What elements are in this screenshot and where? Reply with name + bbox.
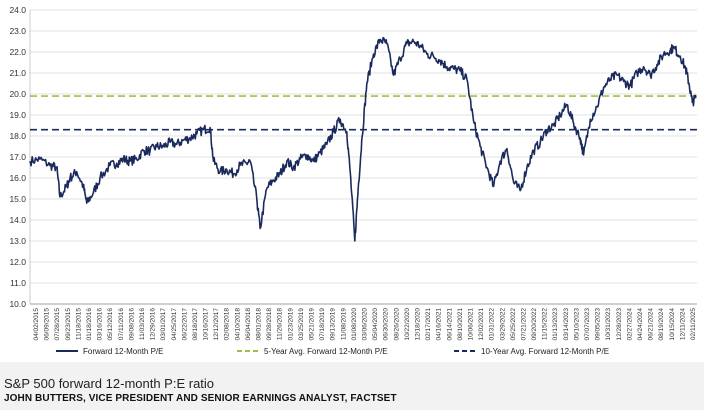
x-tick-label: 03/29/2022 xyxy=(499,308,506,341)
series-line xyxy=(29,36,697,242)
y-tick-label: 23.0 xyxy=(9,26,26,36)
y-tick-label: 10.0 xyxy=(9,299,26,309)
x-tick-label: 09/28/2018 xyxy=(266,308,273,341)
y-tick-label: 15.0 xyxy=(9,194,26,204)
x-tick-label: 01/31/2022 xyxy=(489,308,496,341)
x-tick-label: 03/14/2023 xyxy=(563,308,570,341)
y-tick-label: 19.0 xyxy=(9,110,26,120)
x-tick-label: 01/18/2016 xyxy=(86,308,93,341)
pe-ratio-chart: 10.0 11.0 12.0 13.0 14.0 15.0 16.0 17.0 18.0 19.0… xyxy=(9,5,697,356)
legend-label: 5-Year Avg. Forward 12-Month P/E xyxy=(264,347,388,356)
x-tick-label: 02/11/2025 xyxy=(690,308,697,340)
chart-frame: 10.0 11.0 12.0 13.0 14.0 15.0 16.0 17.0 18.0 19.0… xyxy=(9,5,697,356)
x-tick-label: 02/17/2021 xyxy=(425,308,432,341)
x-tick-label: 07/11/2016 xyxy=(118,308,125,340)
y-tick-label: 12.0 xyxy=(9,257,26,267)
x-tick-label: 02/08/2018 xyxy=(224,308,231,341)
caption-credit: JOHN BUTTERS, VICE PRESIDENT AND SENIOR … xyxy=(4,393,397,404)
x-tick-label: 11/18/2015 xyxy=(75,308,82,340)
x-tick-label: 11/03/2016 xyxy=(139,308,146,340)
caption-bar xyxy=(0,362,704,410)
x-tick-label: 04/25/2017 xyxy=(171,308,178,341)
x-tick-label: 03/25/2019 xyxy=(298,308,305,341)
x-tick-label: 09/05/2023 xyxy=(595,308,602,341)
x-axis: 04/02/2015 06/09/2015 07/28/2015 09/23/2015… xyxy=(33,308,697,341)
x-tick-label: 01/13/2023 xyxy=(552,308,559,341)
x-tick-label: 04/24/2024 xyxy=(637,308,644,341)
x-tick-label: 05/25/2022 xyxy=(510,308,517,341)
x-tick-label: 09/08/2016 xyxy=(128,308,135,341)
x-tick-label: 04/02/2015 xyxy=(33,308,40,341)
x-tick-label: 06/30/2020 xyxy=(383,308,390,341)
x-tick-label: 12/11/2024 xyxy=(679,308,686,340)
x-tick-label: 04/16/2021 xyxy=(436,308,443,341)
caption-title: S&P 500 forward 12-month P:E ratio xyxy=(4,376,215,391)
x-tick-label: 07/21/2022 xyxy=(520,308,527,341)
x-tick-label: 08/18/2017 xyxy=(192,308,199,341)
x-tick-label: 08/19/2024 xyxy=(658,308,665,341)
x-tick-label: 11/26/2018 xyxy=(277,308,284,340)
x-tick-label: 07/18/2019 xyxy=(319,308,326,341)
legend: Forward 12-Month P/E 5-Year Avg. Forward … xyxy=(56,347,609,356)
x-tick-label: 03/16/2016 xyxy=(97,308,104,341)
x-tick-label: 10/31/2023 xyxy=(605,308,612,341)
x-tick-label: 12/02/2021 xyxy=(478,308,485,341)
y-tick-label: 24.0 xyxy=(9,5,26,15)
y-tick-label: 21.0 xyxy=(9,68,26,78)
y-tick-label: 17.0 xyxy=(9,152,26,162)
x-tick-label: 06/09/2015 xyxy=(44,308,51,341)
x-tick-label: 09/13/2019 xyxy=(330,308,337,341)
x-tick-label: 12/18/2020 xyxy=(414,308,421,341)
x-tick-label: 01/23/2019 xyxy=(287,308,294,341)
x-tick-label: 03/06/2020 xyxy=(362,308,369,341)
x-tick-label: 10/16/2017 xyxy=(203,308,210,341)
legend-label: Forward 12-Month P/E xyxy=(83,347,163,356)
y-tick-label: 13.0 xyxy=(9,236,26,246)
y-tick-label: 18.0 xyxy=(9,131,26,141)
x-tick-label: 10/06/2021 xyxy=(467,308,474,341)
y-tick-label: 20.0 xyxy=(9,89,26,99)
x-tick-label: 09/20/2022 xyxy=(531,308,538,341)
x-tick-label: 09/23/2015 xyxy=(65,308,72,341)
x-tick-label: 05/21/2019 xyxy=(309,308,316,341)
x-tick-label: 03/01/2017 xyxy=(160,308,167,341)
y-tick-label: 22.0 xyxy=(9,47,26,57)
x-tick-label: 11/08/2019 xyxy=(340,308,347,340)
x-tick-label: 08/10/2021 xyxy=(457,308,464,341)
y-tick-label: 16.0 xyxy=(9,173,26,183)
y-axis: 10.0 11.0 12.0 13.0 14.0 15.0 16.0 17.0 18.0 19.0… xyxy=(9,5,26,309)
x-tick-label: 07/28/2015 xyxy=(54,308,61,341)
x-tick-label: 10/22/2020 xyxy=(404,308,411,341)
x-tick-label: 06/22/2017 xyxy=(181,308,188,341)
x-tick-label: 12/28/2023 xyxy=(616,308,623,341)
x-tick-label: 06/04/2018 xyxy=(245,308,252,341)
series-layer xyxy=(29,36,697,242)
y-tick-label: 14.0 xyxy=(9,215,26,225)
y-tick-label: 11.0 xyxy=(10,278,26,288)
x-tick-label: 05/04/2020 xyxy=(372,308,379,341)
x-tick-label: 07/07/2023 xyxy=(584,308,591,341)
legend-label: 10-Year Avg. Forward 12-Month P/E xyxy=(481,347,609,356)
x-tick-label: 05/12/2016 xyxy=(107,308,114,341)
x-tick-label: 02/27/2024 xyxy=(626,308,633,341)
x-tick-label: 11/15/2022 xyxy=(542,308,549,340)
x-tick-label: 10/15/2024 xyxy=(669,308,676,341)
grid-layer xyxy=(29,9,697,305)
x-tick-label: 08/26/2020 xyxy=(393,308,400,341)
x-tick-label: 06/21/2024 xyxy=(648,308,655,341)
x-tick-label: 08/01/2018 xyxy=(256,308,263,341)
x-tick-label: 04/10/2018 xyxy=(234,308,241,341)
x-tick-label: 12/12/2017 xyxy=(213,308,220,341)
x-tick-label: 01/08/2020 xyxy=(351,308,358,341)
x-tick-label: 06/14/2021 xyxy=(446,308,453,341)
x-tick-label: 12/29/2016 xyxy=(150,308,157,341)
x-tick-label: 05/10/2023 xyxy=(573,308,580,341)
